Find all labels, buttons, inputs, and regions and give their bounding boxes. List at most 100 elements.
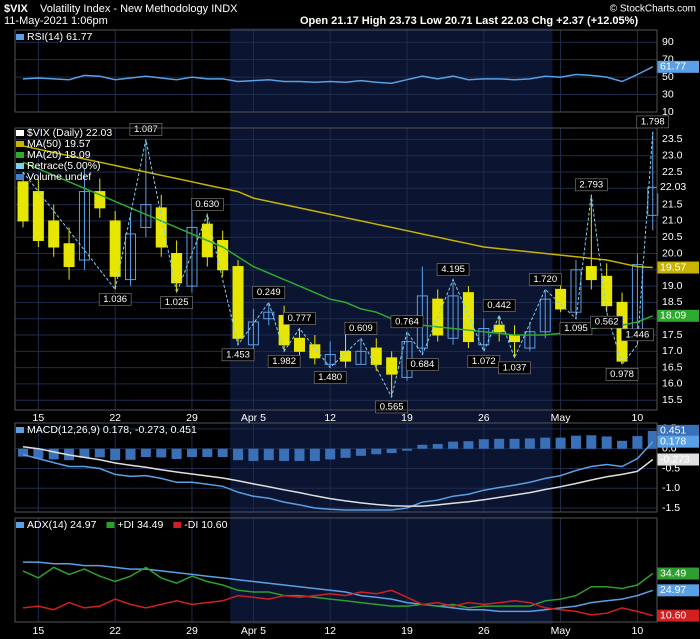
retrace-label-box	[129, 123, 163, 136]
candle-body	[524, 331, 536, 349]
value-tag-label: 34.49	[660, 567, 686, 579]
candle-body	[585, 266, 597, 281]
candle-body	[155, 207, 167, 248]
candle-body	[171, 253, 183, 284]
legend-swatch	[16, 34, 24, 40]
candle-body	[570, 269, 582, 313]
retrace-label-box	[267, 355, 301, 368]
retrace-label-box	[160, 296, 193, 309]
panels: 10 30 50 70 90 61.77 RSI(14) 61.77 15.5 16.0 16.5…	[14, 28, 699, 637]
retrace-label-box	[283, 312, 316, 325]
candle-body	[186, 226, 198, 287]
panel-frame	[14, 127, 658, 411]
y-tick-label: 18.5	[662, 296, 683, 308]
retrace-label: 2.793	[579, 179, 603, 190]
x-tick-label: 29	[186, 412, 198, 424]
histogram-bar	[18, 448, 28, 457]
y-tick-label: 17.0	[662, 345, 683, 357]
legend-swatch	[16, 427, 24, 433]
y-tick-label: 10	[662, 106, 674, 118]
candle-body	[48, 220, 60, 248]
series-line	[22, 161, 654, 336]
legend-swatch	[16, 130, 24, 136]
retrace-label: 1.095	[564, 323, 588, 334]
candle-body	[386, 357, 398, 375]
candle-body	[293, 337, 305, 352]
legend-swatch	[16, 163, 24, 169]
candle-body	[232, 266, 244, 339]
retrace-label-box	[406, 358, 439, 371]
histogram-bar	[617, 440, 628, 449]
histogram-bar	[570, 435, 581, 449]
value-tag-label: 22.03	[660, 181, 686, 193]
y-tick-label: 70	[662, 53, 674, 65]
retrace-label-box	[467, 355, 501, 368]
histogram-bar	[494, 438, 505, 449]
retrace-label: 0.630	[195, 199, 219, 210]
histogram-bar	[186, 448, 197, 458]
y-tick-label: 20.5	[662, 231, 683, 243]
retrace-label: 0.562	[595, 317, 619, 328]
histogram-bar	[632, 436, 643, 449]
series-line	[22, 566, 654, 609]
x-tick-label: 10	[632, 412, 644, 424]
value-tag-label: 24.97	[660, 584, 686, 596]
y-tick-label: 23.0	[662, 149, 683, 161]
retrace-label: 1.798	[641, 116, 665, 127]
x-tick-label: Apr 5	[241, 625, 266, 637]
candle-body	[125, 233, 137, 281]
candle-body	[247, 321, 259, 346]
legend-label: RSI(14) 61.77	[27, 31, 93, 43]
legend-label: MA(20) 18.09	[27, 149, 91, 161]
histogram-bar	[325, 448, 336, 460]
symbol: $VIX	[4, 3, 29, 15]
retrace-label-box	[98, 293, 132, 306]
legend-swatch	[16, 152, 24, 158]
candle-body	[263, 311, 275, 320]
value-tag	[657, 181, 699, 194]
retrace-label-box	[344, 321, 378, 335]
histogram-bar	[33, 448, 44, 459]
histogram-bar	[371, 448, 382, 455]
retrace-label-box	[191, 198, 224, 211]
y-tick-label: 50	[662, 71, 674, 83]
x-tick-label: 12	[324, 412, 336, 424]
retrace-label-box	[621, 328, 654, 342]
retrace-label: 0.777	[288, 313, 312, 324]
legend-swatch	[16, 174, 24, 180]
retrace-label: 1.720	[533, 274, 557, 285]
histogram-bar	[309, 448, 320, 461]
value-tag	[657, 567, 699, 580]
candle-body	[63, 243, 75, 268]
candle-body	[462, 292, 474, 343]
histogram-bar	[417, 444, 428, 449]
value-tag-label: -0.273	[660, 453, 690, 465]
retrace-label: 1.087	[134, 124, 158, 135]
retrace-label: 0.978	[610, 369, 634, 380]
x-tick-label: May	[551, 625, 572, 637]
value-tag-label: 18.09	[660, 310, 686, 322]
series-line	[22, 445, 654, 507]
candle-body	[309, 344, 321, 359]
x-tick-label: Apr 5	[241, 412, 266, 424]
candle-body	[355, 350, 367, 365]
quote: Open 21.17 High 23.73 Low 20.71 Last 22.…	[300, 15, 638, 27]
candle-body	[539, 298, 551, 333]
legend-swatch	[173, 522, 182, 528]
histogram-bar	[217, 448, 228, 458]
histogram-bar	[248, 448, 259, 461]
value-tag	[657, 261, 699, 274]
histogram-bar	[463, 441, 474, 449]
y-tick-label: 22.5	[662, 166, 683, 178]
histogram-bar	[263, 448, 274, 461]
legend-label: ADX(14) 24.97	[27, 519, 97, 531]
y-tick-label: 21.0	[662, 215, 683, 227]
retrace-label: 0.609	[349, 323, 373, 334]
y-tick-label: 16.5	[662, 361, 683, 373]
retrace-label: 0.249	[257, 287, 281, 298]
value-tag	[657, 584, 699, 597]
histogram-bar	[432, 443, 443, 449]
value-tag-label: 0.451	[660, 425, 686, 437]
retrace-label-box	[313, 371, 347, 384]
